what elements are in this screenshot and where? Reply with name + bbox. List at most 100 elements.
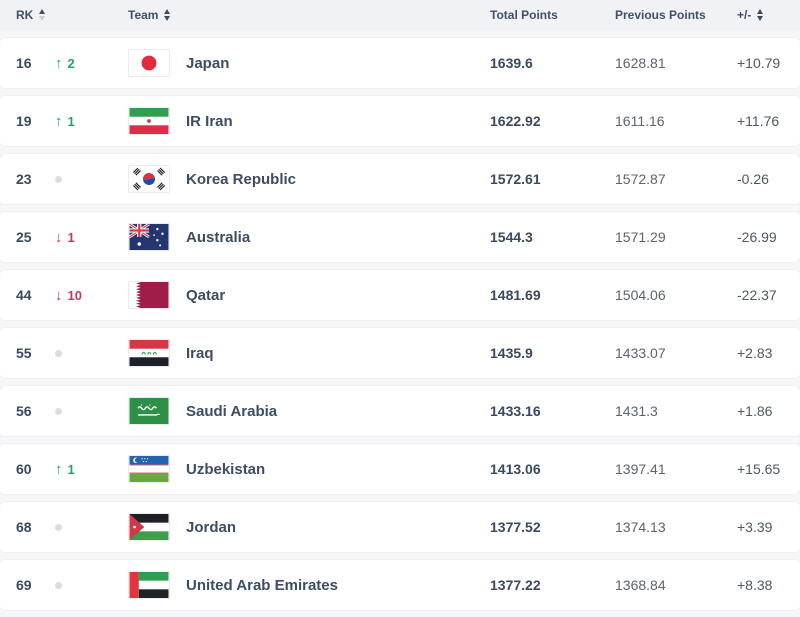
flag-cell bbox=[128, 571, 186, 599]
table-row[interactable]: 56 Saudi Arabia 1433.16 1431.3 +1.86 bbox=[0, 386, 800, 436]
uzbekistan-flag-icon bbox=[128, 455, 170, 483]
no-change-dot-icon bbox=[55, 523, 62, 531]
team-name[interactable]: Australia bbox=[186, 228, 251, 246]
sort-icon bbox=[39, 9, 46, 21]
australia-flag-icon bbox=[128, 223, 170, 251]
previous-points: 1611.16 bbox=[615, 113, 665, 129]
korea-republic-flag-icon bbox=[128, 165, 170, 193]
table-row[interactable]: 25 ↓ 1 Australia 1544.3 1571.29 -26.99 bbox=[0, 212, 800, 262]
team-name[interactable]: Japan bbox=[186, 54, 230, 72]
sort-icon bbox=[757, 9, 764, 21]
team-name[interactable]: IR Iran bbox=[186, 112, 233, 130]
total-points: 1433.16 bbox=[490, 403, 541, 419]
rank-change-value: 10 bbox=[67, 287, 82, 303]
japan-flag-icon bbox=[128, 49, 170, 77]
flag-cell bbox=[128, 339, 186, 367]
previous-points: 1504.06 bbox=[615, 287, 666, 303]
sort-up-icon bbox=[757, 9, 764, 14]
iraq-flag-icon bbox=[128, 339, 170, 367]
rank-change-cell bbox=[55, 349, 128, 357]
flag-cell bbox=[128, 281, 186, 309]
sort-down-icon bbox=[164, 16, 171, 21]
header-total-points[interactable]: Total Points bbox=[490, 8, 615, 22]
previous-points: 1397.41 bbox=[615, 461, 666, 477]
table-row[interactable]: 55 Iraq 1435.9 1433.07 +2.83 bbox=[0, 328, 800, 378]
flag-cell bbox=[128, 513, 186, 541]
rank-cell: 68 bbox=[16, 519, 32, 535]
table-header: RK Team Total Points Previous Points +/- bbox=[0, 0, 800, 30]
sort-up-icon bbox=[164, 9, 171, 14]
table-row[interactable]: 44 ↓ 10 Qatar 1481.69 1504.06 -22.37 bbox=[0, 270, 800, 320]
header-plus-minus[interactable]: +/- bbox=[737, 8, 800, 22]
total-points: 1544.3 bbox=[490, 229, 533, 245]
saudi-arabia-flag-icon bbox=[128, 397, 170, 425]
points-delta: +11.76 bbox=[737, 113, 780, 129]
ranking-table-body: 16 ↑ 2 Japan 1639.6 1628.81 +10.79 19 ↑ 1 … bbox=[0, 38, 800, 610]
united-arab-emirates-flag-icon bbox=[128, 571, 170, 599]
team-name[interactable]: United Arab Emirates bbox=[186, 576, 338, 594]
team-name[interactable]: Qatar bbox=[186, 286, 226, 304]
total-points: 1622.92 bbox=[490, 113, 541, 129]
points-delta: -26.99 bbox=[737, 229, 777, 245]
total-points: 1481.69 bbox=[490, 287, 541, 303]
rank-up-icon: ↑ bbox=[55, 460, 63, 478]
previous-points: 1433.07 bbox=[615, 345, 666, 361]
flag-cell bbox=[128, 397, 186, 425]
team-name[interactable]: Iraq bbox=[186, 344, 214, 362]
rank-change-cell: ↑ 1 bbox=[55, 461, 128, 478]
previous-points: 1431.3 bbox=[615, 403, 658, 419]
rank-change-cell: ↓ 10 bbox=[55, 287, 128, 304]
rank-change-value: 1 bbox=[67, 461, 75, 477]
sort-icon bbox=[164, 9, 171, 21]
rank-change-cell: ↓ 1 bbox=[55, 229, 128, 246]
sort-up-icon bbox=[39, 9, 46, 14]
rank-up-icon: ↑ bbox=[55, 112, 63, 130]
flag-cell bbox=[128, 49, 186, 77]
rank-change-value: 2 bbox=[67, 55, 75, 71]
total-points: 1377.52 bbox=[490, 519, 541, 535]
rank-change-cell bbox=[55, 523, 128, 531]
no-change-dot-icon bbox=[55, 349, 62, 357]
ir-iran-flag-icon bbox=[128, 107, 170, 135]
header-plus-minus-label: +/- bbox=[737, 8, 752, 22]
rank-cell: 55 bbox=[16, 345, 32, 361]
table-row[interactable]: 69 United Arab Emirates 1377.22 1368.84 … bbox=[0, 560, 800, 610]
rank-cell: 16 bbox=[16, 55, 32, 71]
points-delta: +15.65 bbox=[737, 461, 781, 477]
points-delta: +3.39 bbox=[737, 519, 773, 535]
table-row[interactable]: 60 ↑ 1 Uzbekistan 1413.06 1397.41 +15.65 bbox=[0, 444, 800, 494]
team-name[interactable]: Korea Republic bbox=[186, 170, 297, 188]
header-rk[interactable]: RK bbox=[16, 8, 55, 22]
flag-cell bbox=[128, 223, 186, 251]
rank-cell: 25 bbox=[16, 229, 32, 245]
team-name[interactable]: Uzbekistan bbox=[186, 460, 266, 478]
rank-cell: 23 bbox=[16, 171, 32, 187]
rank-change-value: 1 bbox=[67, 229, 75, 245]
rank-cell: 60 bbox=[16, 461, 32, 477]
rank-cell: 44 bbox=[16, 287, 32, 303]
header-previous-points[interactable]: Previous Points bbox=[615, 8, 737, 22]
header-team[interactable]: Team bbox=[128, 8, 490, 22]
qatar-flag-icon bbox=[128, 281, 170, 309]
sort-down-icon bbox=[39, 16, 46, 21]
rank-cell: 69 bbox=[16, 577, 32, 593]
header-team-label: Team bbox=[128, 8, 159, 22]
rank-cell: 56 bbox=[16, 403, 32, 419]
flag-cell bbox=[128, 455, 186, 483]
table-row[interactable]: 68 Jordan 1377.52 1374.13 +3.39 bbox=[0, 502, 800, 552]
rank-change-cell bbox=[55, 407, 128, 415]
team-name[interactable]: Saudi Arabia bbox=[186, 402, 278, 420]
table-row[interactable]: 23 Korea Republic 1572.61 1572.87 -0.26 bbox=[0, 154, 800, 204]
table-row[interactable]: 19 ↑ 1 IR Iran 1622.92 1611.16 +11.76 bbox=[0, 96, 800, 146]
rank-cell: 19 bbox=[16, 113, 32, 129]
points-delta: +10.79 bbox=[737, 55, 781, 71]
total-points: 1377.22 bbox=[490, 577, 541, 593]
previous-points: 1571.29 bbox=[615, 229, 666, 245]
jordan-flag-icon bbox=[128, 513, 170, 541]
flag-cell bbox=[128, 107, 186, 135]
rank-change-cell: ↑ 1 bbox=[55, 113, 128, 130]
table-row[interactable]: 16 ↑ 2 Japan 1639.6 1628.81 +10.79 bbox=[0, 38, 800, 88]
total-points: 1639.6 bbox=[490, 55, 533, 71]
rank-down-icon: ↓ bbox=[55, 228, 63, 246]
team-name[interactable]: Jordan bbox=[186, 518, 237, 536]
